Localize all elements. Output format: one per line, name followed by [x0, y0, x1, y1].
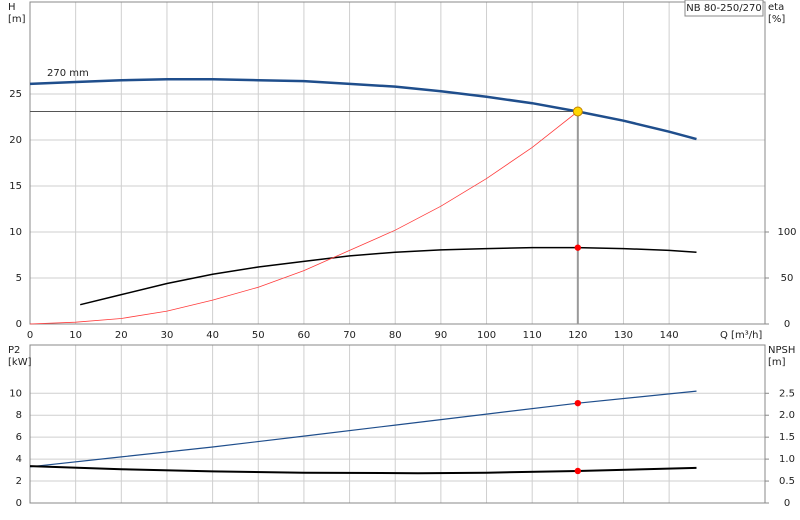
pump-label-box [684, 0, 764, 17]
y2-tick-label: 2.5 [779, 388, 795, 399]
y-tick-label: 10 [9, 227, 22, 238]
y-axis-label: H [8, 2, 16, 13]
y2-tick-label: 50 [781, 273, 794, 284]
x-tick-label: 40 [206, 330, 219, 341]
plot-frame [29, 1, 766, 325]
y-tick-label: 20 [9, 135, 22, 146]
y-tick-label: 0 [16, 498, 22, 509]
duty-point [574, 467, 582, 475]
y-axis-unit: [kW] [8, 357, 32, 368]
x-tick-label: 140 [660, 330, 679, 341]
x-tick-label: 100 [477, 330, 496, 341]
x-tick-label: 10 [69, 330, 82, 341]
x-tick-label: 80 [389, 330, 402, 341]
curve [29, 390, 697, 468]
x-tick-label: 70 [343, 330, 356, 341]
y2-tick-label: 0 [784, 319, 790, 330]
y2-axis-unit: [m] [768, 357, 786, 368]
x-tick-label: 0 [27, 330, 33, 341]
x-tick-label: 30 [161, 330, 174, 341]
y2-axis-label: eta [768, 2, 784, 13]
y2-tick-label: 0.5 [779, 476, 795, 487]
x-tick-label: 120 [568, 330, 587, 341]
curve [29, 465, 697, 475]
curve [29, 111, 579, 325]
x-tick-label: 20 [115, 330, 128, 341]
curve [29, 78, 697, 141]
y-axis-unit: [m] [8, 14, 26, 25]
plot-area [30, 345, 765, 503]
pump-label: NB 80-250/270 [686, 3, 761, 14]
y2-axis-unit: [%] [768, 14, 785, 25]
y-tick-label: 25 [9, 89, 22, 100]
duty-point [572, 106, 583, 117]
curve [80, 246, 697, 306]
plot-frame [29, 344, 766, 504]
x-tick-label: 110 [523, 330, 542, 341]
duty-point [574, 399, 582, 407]
y-tick-label: 8 [16, 410, 22, 421]
y-tick-label: 2 [16, 476, 22, 487]
y2-tick-label: 1.0 [779, 454, 795, 465]
y2-tick-label: 1.5 [779, 432, 795, 443]
y-tick-label: 5 [16, 273, 22, 284]
y-tick-label: 0 [16, 319, 22, 330]
y2-tick-label: 0 [784, 498, 790, 509]
x-tick-label: 60 [298, 330, 311, 341]
y-axis-label: P2 [8, 345, 20, 356]
y-tick-label: 4 [16, 454, 22, 465]
curve-annotation: 270 mm [47, 68, 89, 79]
y2-axis-label: NPSH [768, 345, 795, 356]
y2-tick-label: 100 [777, 227, 796, 238]
y-tick-label: 15 [9, 181, 22, 192]
x-tick-label: 90 [435, 330, 448, 341]
x-tick-label: 50 [252, 330, 265, 341]
x-axis-label: Q [m³/h] [720, 330, 762, 341]
x-tick-label: 130 [614, 330, 633, 341]
duty-point [574, 244, 582, 251]
y-tick-label: 10 [9, 388, 22, 399]
plot-area [30, 2, 765, 324]
y-tick-label: 6 [16, 432, 22, 443]
y2-tick-label: 2.0 [779, 410, 795, 421]
